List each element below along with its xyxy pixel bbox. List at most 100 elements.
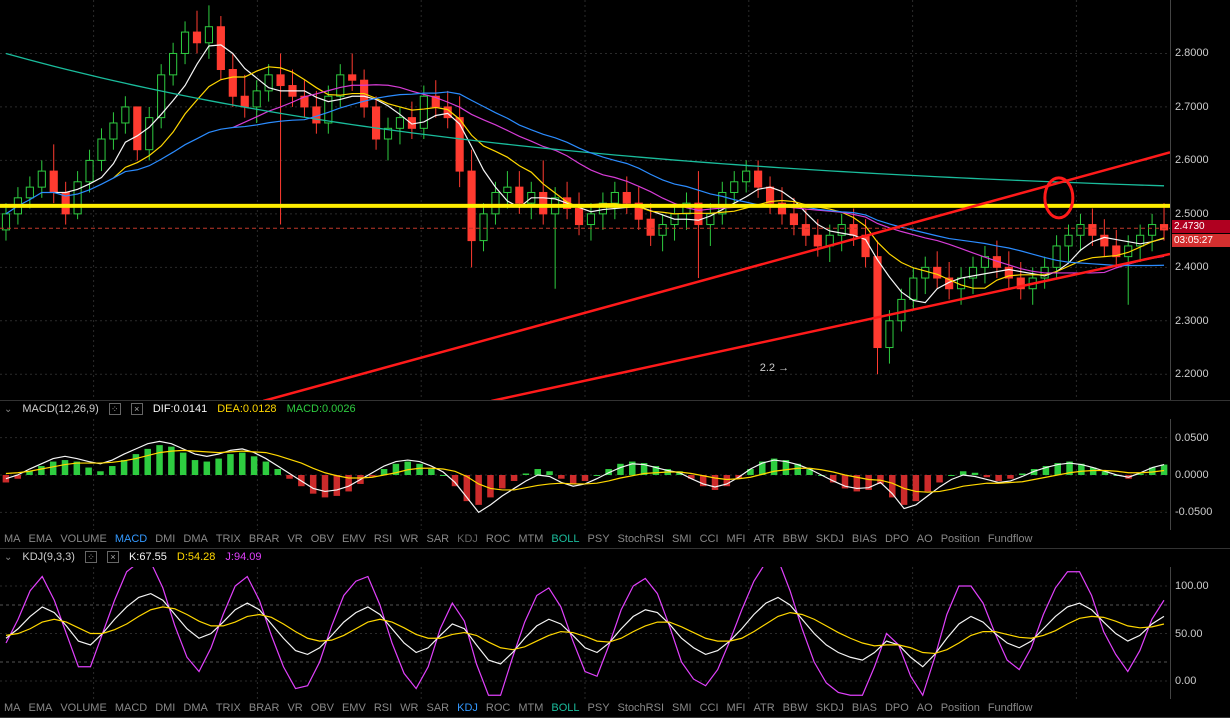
indicator-tab-cci[interactable]: CCI	[700, 533, 719, 545]
indicator-tab-volume[interactable]: VOLUME	[60, 533, 106, 545]
price-chart-panel: 2.2 → 2.2000 2.3000 2.4000 2.5000 2.6000 2.70…	[0, 0, 1230, 401]
indicator-tab-bbw[interactable]: BBW	[783, 702, 808, 714]
indicator-tab-dmi[interactable]: DMI	[155, 702, 175, 714]
indicator-tab-bias[interactable]: BIAS	[852, 533, 877, 545]
indicator-tab-trix[interactable]: TRIX	[216, 702, 241, 714]
indicator-selector-row-2: MA EMA VOLUME MACD DMI DMA TRIX BRAR VR OBV EMV RSI…	[0, 699, 1170, 717]
indicator-tab-ma[interactable]: MA	[4, 533, 21, 545]
indicator-selector-row-1: MA EMA VOLUME MACD DMI DMA TRIX BRAR VR OBV EMV RSI…	[0, 530, 1170, 548]
indicator-tab-sar[interactable]: SAR	[426, 533, 449, 545]
indicator-tab-dmi[interactable]: DMI	[155, 533, 175, 545]
indicator-tab-position[interactable]: Position	[941, 702, 980, 714]
indicator-tab-sar[interactable]: SAR	[426, 702, 449, 714]
y-axis-tick: 2.7000	[1175, 101, 1209, 113]
macd-y-axis: -0.05000.00000.0500	[1170, 419, 1230, 530]
indicator-tab-emv[interactable]: EMV	[342, 702, 366, 714]
indicator-tab-atr[interactable]: ATR	[753, 702, 774, 714]
indicator-tab-mfi[interactable]: MFI	[727, 702, 746, 714]
indicator-tab-volume[interactable]: VOLUME	[60, 702, 106, 714]
kdj-j-value: J:94.09	[225, 551, 261, 563]
indicator-tab-ema[interactable]: EMA	[29, 702, 53, 714]
indicator-tab-rsi[interactable]: RSI	[374, 702, 392, 714]
kdj-y-axis: 0.0050.00100.00	[1170, 567, 1230, 699]
indicator-tab-stochrsi[interactable]: StochRSI	[618, 533, 664, 545]
indicator-tab-brar[interactable]: BRAR	[249, 533, 280, 545]
indicator-tab-boll[interactable]: BOLL	[551, 533, 579, 545]
indicator-tab-smi[interactable]: SMI	[672, 533, 692, 545]
indicator-tab-mtm[interactable]: MTM	[518, 533, 543, 545]
y-axis-tick: 100.00	[1175, 580, 1209, 592]
indicator-tab-skdj[interactable]: SKDJ	[816, 702, 844, 714]
indicator-tab-roc[interactable]: ROC	[486, 533, 510, 545]
indicator-tab-psy[interactable]: PSY	[588, 702, 610, 714]
indicator-tab-dma[interactable]: DMA	[183, 533, 207, 545]
y-axis-tick: 2.5000	[1175, 208, 1209, 220]
kdj-k-value: K:67.55	[129, 551, 167, 563]
indicator-tab-brar[interactable]: BRAR	[249, 702, 280, 714]
y-axis-tick: 2.3000	[1175, 315, 1209, 327]
macd-panel: ⌄ MACD(12,26,9) ⁘ × DIF:0.0141 DEA:0.012…	[0, 401, 1230, 549]
countdown-label: 03:05:27	[1172, 234, 1230, 247]
macd-close-button[interactable]: ×	[131, 403, 143, 415]
indicator-tab-vr[interactable]: VR	[287, 533, 302, 545]
indicator-tab-wr[interactable]: WR	[400, 533, 418, 545]
collapse-icon[interactable]: ⌄	[4, 552, 12, 563]
price-chart-area[interactable]: 2.2 →	[0, 0, 1170, 400]
indicator-tab-macd[interactable]: MACD	[115, 702, 147, 714]
macd-header: ⌄ MACD(12,26,9) ⁘ × DIF:0.0141 DEA:0.012…	[4, 403, 356, 415]
indicator-tab-trix[interactable]: TRIX	[216, 533, 241, 545]
y-axis-tick: 2.8000	[1175, 47, 1209, 59]
kdj-header: ⌄ KDJ(9,3,3) ⁘ × K:67.55 D:54.28 J:94.09	[4, 551, 262, 563]
indicator-tab-ao[interactable]: AO	[917, 702, 933, 714]
macd-settings-button[interactable]: ⁘	[109, 403, 121, 415]
indicator-tab-dma[interactable]: DMA	[183, 702, 207, 714]
indicator-tab-kdj[interactable]: KDJ	[457, 702, 478, 714]
indicator-tab-atr[interactable]: ATR	[753, 533, 774, 545]
indicator-tab-position[interactable]: Position	[941, 533, 980, 545]
indicator-tab-cci[interactable]: CCI	[700, 702, 719, 714]
price-annotation: 2.2 →	[760, 362, 789, 374]
indicator-tab-fundflow[interactable]: Fundflow	[988, 533, 1033, 545]
indicator-tab-boll[interactable]: BOLL	[551, 702, 579, 714]
y-axis-tick: 2.4000	[1175, 261, 1209, 273]
kdj-chart-area[interactable]	[0, 567, 1170, 699]
indicator-tab-bias[interactable]: BIAS	[852, 702, 877, 714]
kdj-settings-button[interactable]: ⁘	[85, 551, 97, 563]
indicator-tab-ma[interactable]: MA	[4, 702, 21, 714]
indicator-tab-dpo[interactable]: DPO	[885, 702, 909, 714]
indicator-tab-ao[interactable]: AO	[917, 533, 933, 545]
indicator-tab-skdj[interactable]: SKDJ	[816, 533, 844, 545]
macd-dea-value: DEA:0.0128	[217, 403, 276, 415]
kdj-title: KDJ(9,3,3)	[22, 551, 75, 563]
indicator-tab-roc[interactable]: ROC	[486, 702, 510, 714]
kdj-chart-svg	[0, 567, 1170, 699]
indicator-tab-stochrsi[interactable]: StochRSI	[618, 702, 664, 714]
indicator-tab-mfi[interactable]: MFI	[727, 533, 746, 545]
price-chart-svg	[0, 0, 1170, 400]
indicator-tab-ema[interactable]: EMA	[29, 533, 53, 545]
indicator-tab-fundflow[interactable]: Fundflow	[988, 702, 1033, 714]
indicator-tab-mtm[interactable]: MTM	[518, 702, 543, 714]
macd-hist-value: MACD:0.0026	[287, 403, 356, 415]
indicator-tab-wr[interactable]: WR	[400, 702, 418, 714]
indicator-tab-dpo[interactable]: DPO	[885, 533, 909, 545]
y-axis-tick: 0.0000	[1175, 469, 1209, 481]
indicator-tab-obv[interactable]: OBV	[311, 702, 334, 714]
indicator-tab-bbw[interactable]: BBW	[783, 533, 808, 545]
indicator-tab-vr[interactable]: VR	[287, 702, 302, 714]
indicator-tab-rsi[interactable]: RSI	[374, 533, 392, 545]
y-axis-tick: 0.00	[1175, 675, 1196, 687]
macd-chart-area[interactable]	[0, 419, 1170, 530]
y-axis-tick: 2.2000	[1175, 368, 1209, 380]
indicator-tab-smi[interactable]: SMI	[672, 702, 692, 714]
collapse-icon[interactable]: ⌄	[4, 404, 12, 415]
indicator-tab-psy[interactable]: PSY	[588, 533, 610, 545]
kdj-d-value: D:54.28	[177, 551, 216, 563]
y-axis-tick: 2.6000	[1175, 154, 1209, 166]
indicator-tab-macd[interactable]: MACD	[115, 533, 147, 545]
indicator-tab-obv[interactable]: OBV	[311, 533, 334, 545]
indicator-tab-emv[interactable]: EMV	[342, 533, 366, 545]
kdj-panel: ⌄ KDJ(9,3,3) ⁘ × K:67.55 D:54.28 J:94.09…	[0, 549, 1230, 718]
kdj-close-button[interactable]: ×	[107, 551, 119, 563]
indicator-tab-kdj[interactable]: KDJ	[457, 533, 478, 545]
